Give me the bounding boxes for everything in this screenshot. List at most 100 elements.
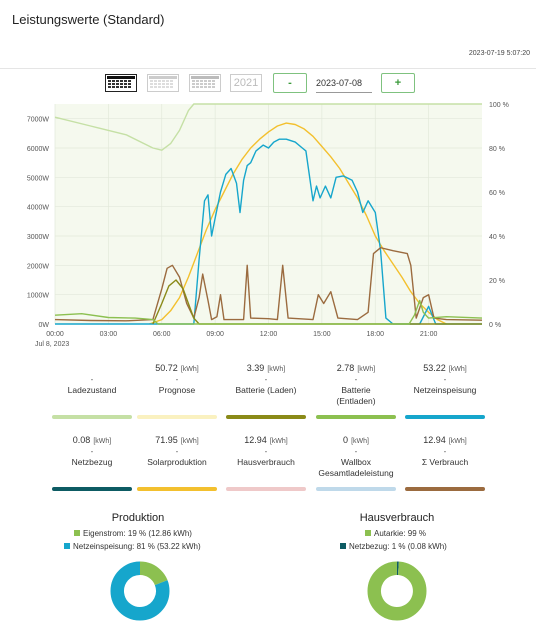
stat-color-bar: [405, 487, 485, 491]
toolbar: 2021 - +: [0, 72, 536, 96]
stat-label: Netzbezug: [71, 457, 113, 467]
series-line-ladezustand: [54, 103, 482, 151]
year-view-button[interactable]: 2021: [230, 74, 262, 92]
stat-dash: -: [443, 375, 447, 384]
stat-dash: -: [264, 375, 268, 384]
stat-value: 12.94 [kWh]: [244, 435, 288, 445]
stat-value: 0 [kWh]: [343, 435, 369, 445]
stat-value: 2.78 [kWh]: [336, 363, 376, 373]
y-right-tick-label: 80 %: [489, 146, 505, 153]
donut-slice: [110, 561, 170, 621]
stat-color-bar: [316, 487, 396, 491]
page-title: Leistungswerte (Standard): [12, 12, 165, 27]
donut-slice: [366, 560, 427, 621]
stat-color-bar: [52, 487, 132, 491]
stat-ladezustand: - Ladezustand: [52, 363, 132, 425]
y-right-tick-label: 60 %: [489, 190, 505, 197]
x-tick-label: 06:00: [153, 331, 171, 338]
last-update-timestamp: 2023-07-19 5:07:20: [468, 50, 530, 57]
donut-slice: [139, 561, 168, 586]
x-tick-label: 12:00: [260, 331, 278, 338]
y-left-tick-label: 3000W: [27, 234, 50, 241]
stat-value: 50.72 [kWh]: [155, 363, 199, 373]
stat-batterie_laden: 3.39 [kWh] - Batterie (Laden): [226, 363, 306, 425]
series-line-batterie_entladen: [54, 299, 483, 325]
y-left-tick-label: 5000W: [27, 175, 50, 182]
produktion-legend-netzeinspeisung: Netzeinspeisung: 81 % (53.22 kWh): [64, 542, 201, 551]
stat-color-bar: [52, 415, 132, 419]
produktion-title: Produktion: [111, 512, 165, 524]
stat-label: Ladezustand: [67, 385, 117, 395]
stat-color-bar: [405, 415, 485, 419]
hausverbrauch-legend-netzbezug: Netzbezug: 1 % (0.08 kWh): [340, 542, 447, 551]
stat-label-line2: Gesamtladeleistung: [318, 468, 394, 478]
stat-label: Hausverbrauch: [237, 457, 295, 467]
stat-value: 0.08 [kWh]: [72, 435, 112, 445]
stat-label: Σ Verbrauch: [421, 457, 469, 467]
y-left-tick-label: 1000W: [27, 293, 50, 300]
stat-color-bar: [226, 487, 306, 491]
stat-solarproduktion: 71.95 [kWh] - Solarproduktion: [137, 435, 217, 497]
stat-value: 3.39 [kWh]: [246, 363, 286, 373]
stat-value: [52, 363, 132, 375]
stat-batterie_entladen: 2.78 [kWh] - Batterie (Entladen): [316, 363, 396, 425]
stat-value: 53.22 [kWh]: [423, 363, 467, 373]
month-view-calendar-icon[interactable]: [189, 74, 221, 92]
y-right-tick-label: 20 %: [489, 278, 505, 285]
stat-dash: -: [90, 375, 94, 384]
donut-outline: [366, 560, 428, 622]
stat-dash: -: [354, 375, 358, 384]
stat-color-bar: [316, 415, 396, 419]
x-date-label: Jul 8, 2023: [35, 341, 69, 348]
x-tick-label: 21:00: [420, 331, 438, 338]
y-left-tick-label: 7000W: [27, 117, 50, 124]
stat-label: Solarproduktion: [147, 457, 207, 467]
stat-label: Wallbox: [341, 457, 371, 467]
hausverbrauch-donut: [366, 560, 428, 622]
stat-dash: -: [90, 447, 94, 456]
stat-label: Batterie (Laden): [235, 385, 297, 395]
hausverbrauch-title: Hausverbrauch: [359, 512, 435, 524]
produktion-donut: [109, 560, 171, 622]
stat-label-line2: (Entladen): [336, 396, 376, 406]
y-left-tick-label: 0W: [39, 322, 50, 329]
week-view-calendar-icon[interactable]: [147, 74, 179, 92]
stat-hausverbrauch: 12.94 [kWh] - Hausverbrauch: [226, 435, 306, 497]
stat-netzeinspeisung: 53.22 [kWh] - Netzeinspeisung: [405, 363, 485, 425]
series-line-verbrauch: [54, 247, 483, 322]
stat-label: Batterie: [341, 385, 371, 395]
y-left-tick-label: 2000W: [27, 263, 50, 270]
produktion-legend-eigenstrom: Eigenstrom: 19 % (12.86 kWh): [74, 529, 192, 538]
stat-dash: -: [354, 447, 358, 456]
date-input[interactable]: [316, 74, 372, 93]
stat-value: 12.94 [kWh]: [423, 435, 467, 445]
series-line-batterie_laden: [152, 279, 482, 325]
stat-netzbezug: 0.08 [kWh] - Netzbezug: [52, 435, 132, 497]
y-left-tick-label: 4000W: [27, 205, 50, 212]
y-left-tick-label: 6000W: [27, 146, 50, 153]
stat-wallbox: 0 [kWh] - Wallbox Gesamtladeleistung: [316, 435, 396, 497]
stat-color-bar: [226, 415, 306, 419]
stat-dash: -: [175, 447, 179, 456]
header-divider: [0, 68, 536, 69]
series-line-solarproduktion: [149, 122, 447, 325]
stat-verbrauch: 12.94 [kWh] - Σ Verbrauch: [405, 435, 485, 497]
power-chart: 0W 1000W 2000W 3000W 4000W 5000W 6000W 7000W 0 %…: [27, 102, 509, 348]
y-right-tick-label: 40 %: [489, 234, 505, 241]
stat-dash: -: [443, 447, 447, 456]
y-right-tick-label: 0 %: [489, 322, 501, 329]
stat-label: Netzeinspeisung: [413, 385, 477, 395]
next-day-button[interactable]: +: [381, 73, 415, 93]
x-tick-label: 09:00: [206, 331, 224, 338]
stat-color-bar: [137, 415, 217, 419]
hausverbrauch-legend-autarkie: Autarkie: 99 %: [365, 529, 426, 538]
x-tick-label: 15:00: [313, 331, 331, 338]
stat-label: Prognose: [158, 385, 196, 395]
stat-dash: -: [264, 447, 268, 456]
x-tick-label: 03:00: [100, 331, 118, 338]
stat-color-bar: [137, 487, 217, 491]
day-view-calendar-icon[interactable]: [105, 74, 137, 92]
previous-day-button[interactable]: -: [273, 73, 307, 93]
x-tick-label: 00:00: [46, 331, 64, 338]
stat-value: 71.95 [kWh]: [155, 435, 199, 445]
